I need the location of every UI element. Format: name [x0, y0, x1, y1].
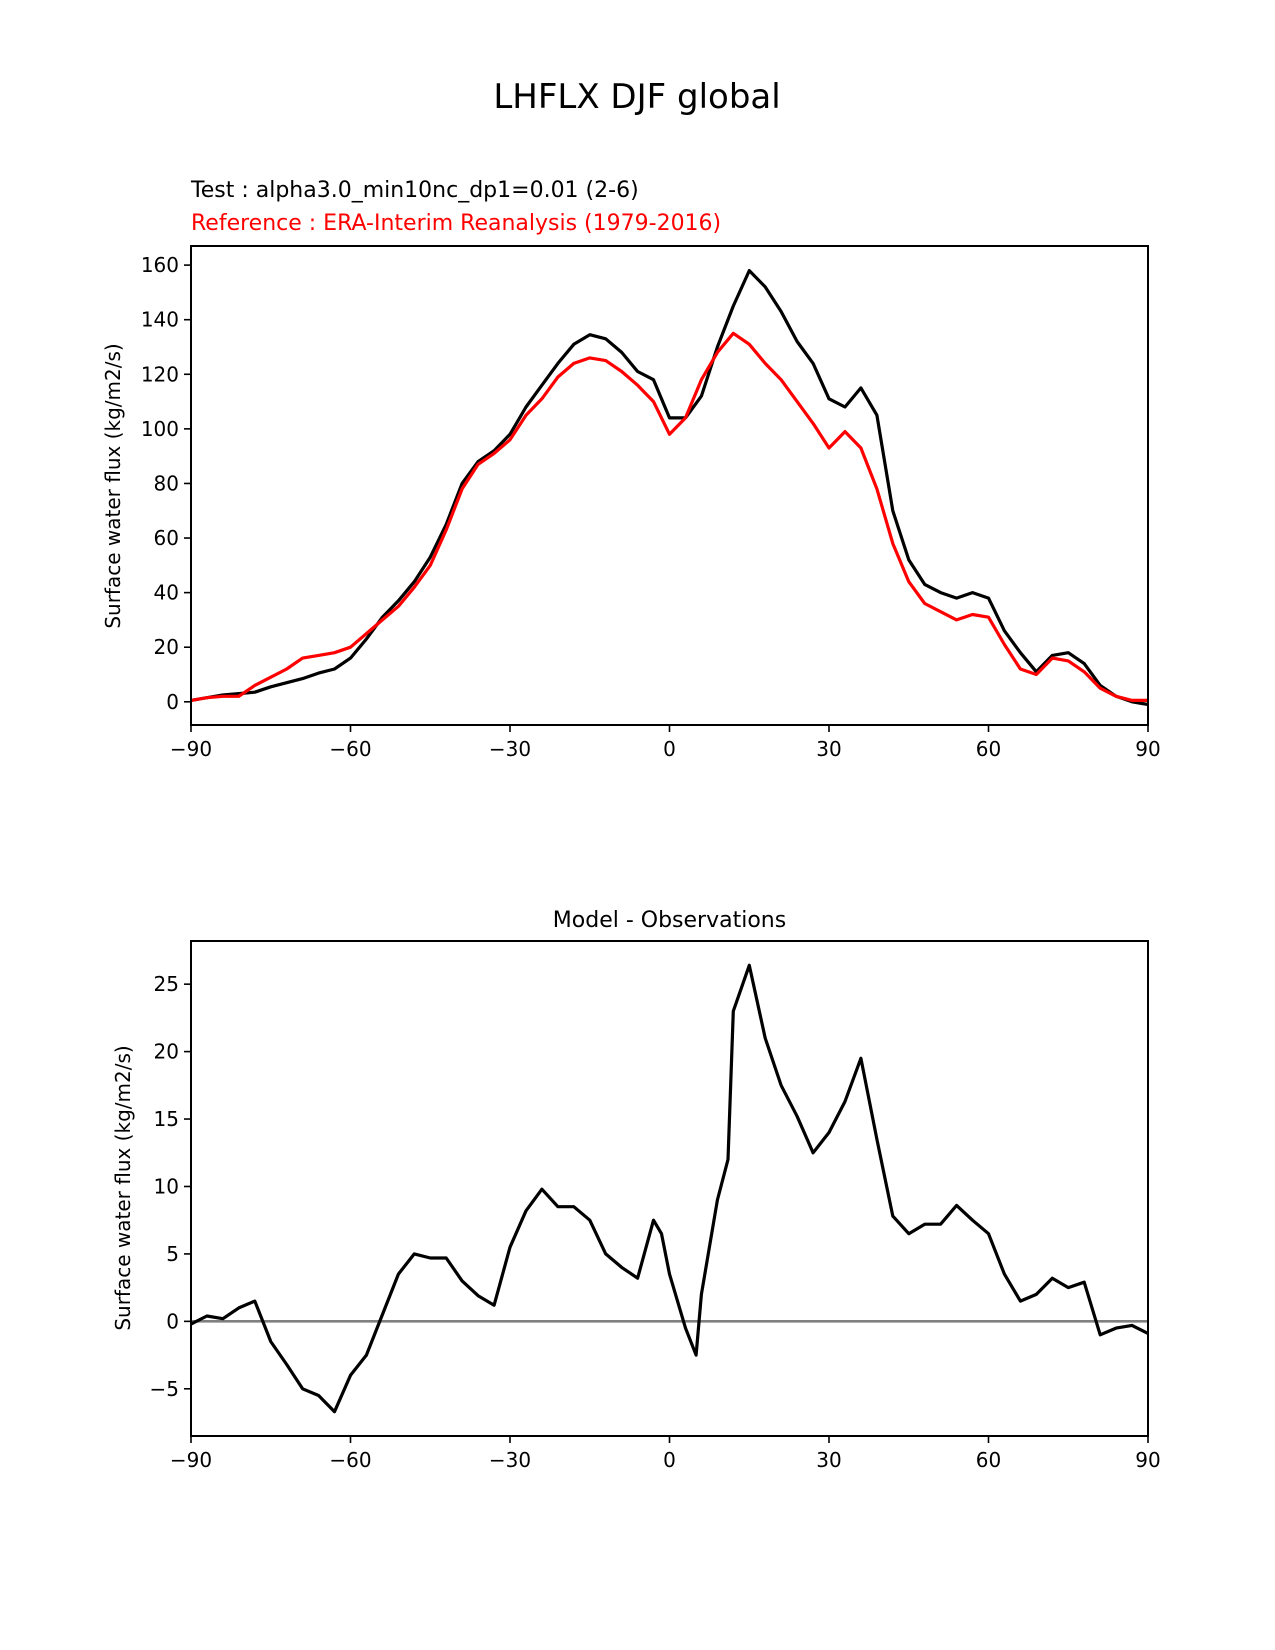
y-tick-label: 0	[166, 1309, 179, 1333]
x-tick-label: −90	[170, 1448, 212, 1472]
x-tick-label: 90	[1135, 737, 1160, 761]
y-tick-label: 25	[154, 972, 179, 996]
x-tick-label: 30	[816, 737, 841, 761]
figure-title: LHFLX DJF global	[493, 77, 780, 117]
x-tick-label: 30	[816, 1448, 841, 1472]
y-tick-label: 100	[141, 417, 179, 441]
y-tick-label: 40	[154, 581, 179, 605]
y-axis-label: Surface water flux (kg/m2/s)	[111, 1045, 135, 1330]
series-group	[190, 269, 1149, 707]
y-tick-label: 160	[141, 253, 179, 277]
series-line-test	[190, 269, 1149, 707]
tick-group: −90 −60 −30 0 30 60 90 −5 0 5 10 15 20 25	[150, 972, 1161, 1472]
top-panel: Test : alpha3.0_min10nc_dp1=0.01 (2-6) R…	[101, 178, 1161, 761]
y-tick-label: 20	[154, 1040, 179, 1064]
tick-group: −90 −60 −30 0 30 60 90 0 20 40 60 80 100 120 140 160	[141, 253, 1161, 761]
x-tick-label: 60	[976, 1448, 1001, 1472]
x-tick-label: 0	[663, 1448, 676, 1472]
x-tick-label: −60	[329, 1448, 371, 1472]
series-line-reference	[190, 331, 1148, 703]
y-tick-label: 120	[141, 362, 179, 386]
series-line-model-observations	[190, 963, 1149, 1414]
x-tick-label: −90	[170, 737, 212, 761]
bottom-panel: Model - Observations Surface water flux …	[111, 908, 1161, 1472]
x-tick-label: −60	[329, 737, 371, 761]
y-tick-label: 0	[166, 690, 179, 714]
y-tick-label: 140	[141, 308, 179, 332]
x-tick-label: −30	[489, 737, 531, 761]
x-tick-label: −30	[489, 1448, 531, 1472]
y-tick-label: 15	[154, 1107, 179, 1131]
y-tick-label: 80	[154, 471, 179, 495]
y-tick-label: 10	[154, 1174, 179, 1198]
diff-title: Model - Observations	[553, 908, 786, 933]
plot-frame	[190, 940, 1149, 1437]
reference-subtitle: Reference : ERA-Interim Reanalysis (1979…	[191, 211, 721, 236]
y-tick-label: −5	[150, 1377, 179, 1401]
y-axis-label: Surface water flux (kg/m2/s)	[101, 343, 125, 628]
x-tick-label: 90	[1135, 1448, 1160, 1472]
y-tick-label: 60	[154, 526, 179, 550]
series-group	[190, 963, 1149, 1414]
plot-frame	[190, 245, 1149, 726]
test-subtitle: Test : alpha3.0_min10nc_dp1=0.01 (2-6)	[190, 178, 639, 203]
y-tick-label: 20	[154, 635, 179, 659]
x-tick-label: 0	[663, 737, 676, 761]
y-tick-label: 5	[166, 1242, 179, 1266]
x-tick-label: 60	[976, 737, 1001, 761]
